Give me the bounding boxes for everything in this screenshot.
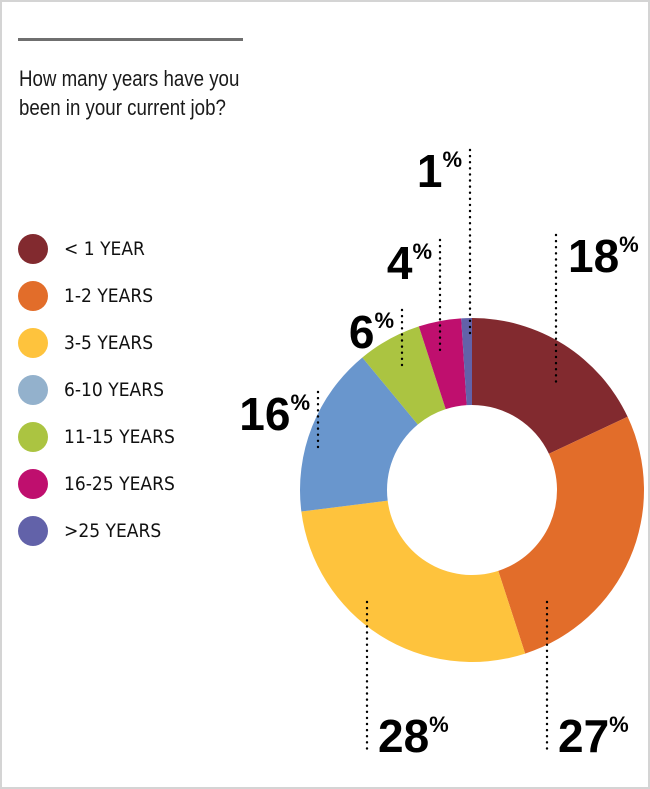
legend-item: 6-10 YEARS: [18, 355, 187, 425]
data-label: 27%: [558, 710, 629, 762]
title-rule: [18, 38, 243, 41]
legend-label: 3-5 YEARS: [64, 332, 154, 354]
legend-swatch: [18, 281, 48, 311]
legend-swatch: [18, 234, 48, 264]
legend: < 1 YEAR 1-2 YEARS 3-5 YEARS 6-10 YEARS 11-1…: [18, 214, 187, 566]
data-label: 18%: [568, 230, 639, 282]
donut-slice: [301, 500, 526, 662]
legend-label: 1-2 YEARS: [64, 285, 154, 307]
legend-item: < 1 YEAR: [18, 214, 187, 284]
legend-label: 6-10 YEARS: [64, 379, 164, 401]
legend-item: 11-15 YEARS: [18, 402, 187, 472]
chart-title: How many years have you been in your cur…: [19, 66, 240, 120]
data-label: 28%: [378, 710, 449, 762]
donut-slice: [418, 318, 467, 410]
legend-item: 16-25 YEARS: [18, 449, 187, 519]
legend-swatch: [18, 422, 48, 452]
data-label: 6%: [349, 306, 394, 358]
legend-item: 3-5 YEARS: [18, 308, 187, 378]
legend-swatch: [18, 375, 48, 405]
data-label: 1%: [417, 145, 462, 197]
legend-label: 16-25 YEARS: [64, 473, 175, 495]
donut-slice: [498, 416, 645, 654]
legend-item: >25 YEARS: [18, 496, 187, 566]
legend-swatch: [18, 516, 48, 546]
legend-item: 1-2 YEARS: [18, 261, 187, 331]
donut-slice: [362, 326, 446, 425]
legend-label: >25 YEARS: [64, 520, 162, 542]
legend-swatch: [18, 328, 48, 358]
donut-slice: [472, 318, 628, 454]
data-label: 4%: [387, 237, 432, 289]
data-label: 16%: [239, 388, 310, 440]
legend-swatch: [18, 469, 48, 499]
donut-slice: [299, 357, 418, 512]
legend-label: 11-15 YEARS: [64, 426, 175, 448]
legend-label: < 1 YEAR: [64, 238, 145, 260]
donut-slice: [461, 318, 472, 406]
